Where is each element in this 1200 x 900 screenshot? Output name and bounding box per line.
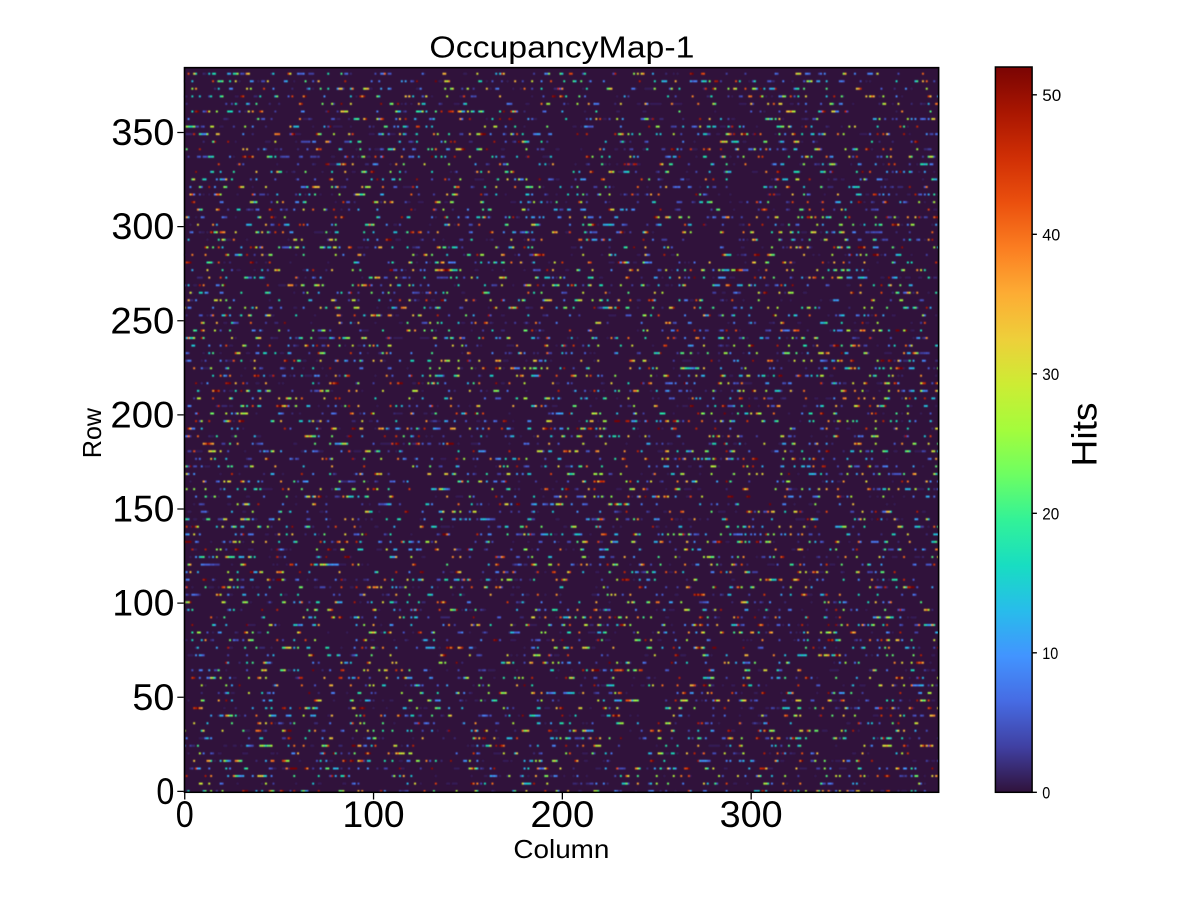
svg-text:OccupancyMap-1: OccupancyMap-1: [429, 30, 694, 65]
svg-text:30: 30: [1042, 365, 1059, 384]
svg-text:0: 0: [156, 771, 174, 812]
svg-text:Column: Column: [513, 834, 609, 864]
svg-text:100: 100: [343, 794, 405, 835]
svg-text:150: 150: [112, 489, 174, 530]
svg-text:200: 200: [110, 395, 174, 436]
svg-text:0: 0: [1042, 783, 1050, 802]
svg-text:300: 300: [111, 206, 174, 247]
svg-text:100: 100: [112, 583, 174, 624]
svg-text:Hits: Hits: [1065, 403, 1104, 467]
svg-text:250: 250: [110, 300, 174, 341]
svg-text:Row: Row: [77, 408, 107, 458]
svg-text:350: 350: [111, 112, 174, 153]
svg-text:10: 10: [1042, 644, 1058, 663]
svg-text:300: 300: [720, 794, 783, 835]
svg-text:40: 40: [1042, 225, 1060, 244]
svg-text:50: 50: [1042, 86, 1061, 105]
svg-text:0: 0: [176, 794, 194, 835]
svg-text:200: 200: [530, 794, 594, 835]
svg-text:50: 50: [132, 677, 174, 718]
svg-text:20: 20: [1042, 504, 1059, 523]
